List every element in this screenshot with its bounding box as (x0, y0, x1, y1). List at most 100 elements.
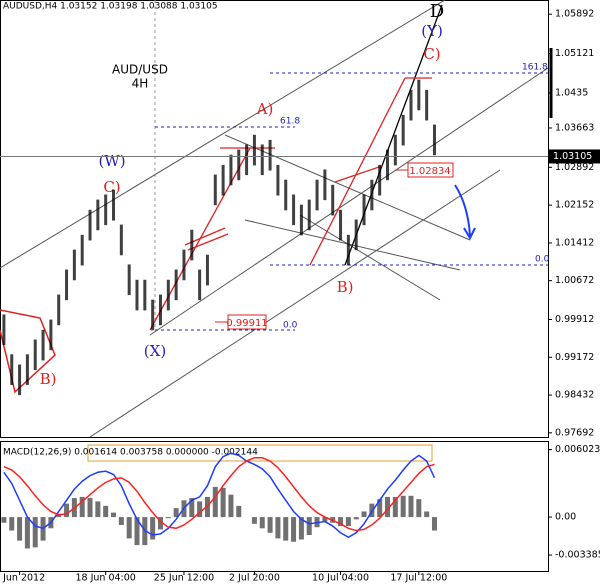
y-tick-label: 1.03663 (555, 122, 594, 133)
macd-bar (400, 495, 406, 518)
y-tick-label: 0.99172 (555, 352, 594, 363)
wave-line (309, 77, 406, 266)
y-tick-label: 1.00672 (555, 275, 594, 286)
price-bar (10, 354, 14, 385)
macd-bar (111, 512, 117, 518)
price-bar (190, 229, 194, 261)
macd-bar (24, 517, 30, 549)
price-bar (49, 319, 53, 351)
price-bar (425, 89, 429, 121)
price-bar (393, 134, 397, 166)
x-tick-label: 25 Jun 12:00 (154, 573, 214, 584)
header-box (87, 444, 433, 462)
macd-bar (220, 487, 226, 518)
price-bar (315, 179, 319, 211)
price-bar (18, 364, 22, 396)
macd-bar (385, 496, 391, 518)
macd-bar (306, 517, 312, 536)
macd-bar (150, 517, 156, 540)
wave-label: (Y) (421, 22, 443, 40)
y-tick-label: -0.003385 (555, 550, 600, 561)
price-bar (401, 114, 405, 146)
macd-bar (95, 501, 101, 518)
macd-title: MACD(12,26,9) 0.001614 0.003758 0.000000… (3, 448, 258, 458)
macd-bar (267, 517, 273, 533)
price-bar (174, 269, 178, 301)
macd-bar (17, 517, 23, 541)
label-box (407, 162, 454, 178)
macd-bar (431, 517, 437, 531)
price-bar (432, 124, 436, 156)
wave-label: (X) (144, 342, 166, 360)
macd-bar (157, 517, 163, 530)
macd-bar (283, 517, 289, 541)
price-bar (182, 249, 186, 281)
price-bar (346, 234, 350, 266)
macd-bar (1, 517, 7, 523)
price-bar (88, 209, 92, 241)
price-bar (331, 184, 335, 216)
trendline (89, 169, 501, 438)
price-bar (151, 299, 155, 331)
fib-label: 61.8 (280, 117, 300, 127)
price-bar (143, 279, 147, 311)
price-bar (323, 169, 327, 201)
timeframe-label: 4H (132, 77, 149, 91)
macd-bar (103, 505, 109, 518)
y-tick-label: 1.05892 (555, 9, 594, 20)
wave-label: B) (337, 278, 354, 296)
macd-bar (392, 496, 398, 518)
wave-label: B) (40, 370, 57, 388)
trendline (149, 67, 549, 336)
wave-label: C) (423, 45, 440, 63)
price-bar (104, 194, 108, 226)
macd-bar (165, 517, 171, 519)
macd-bar (408, 495, 414, 518)
macd-bar (118, 517, 124, 525)
macd-frame (0, 441, 549, 572)
macd-bar (189, 498, 195, 518)
macd-bar (212, 486, 218, 518)
y-tick-label: 1.02892 (555, 162, 594, 173)
price-bar (96, 199, 100, 231)
price-bar (221, 164, 225, 196)
trendline (344, 4, 443, 266)
price-bar (198, 269, 202, 301)
y-tick-label: 1.02152 (555, 200, 594, 211)
price-bar (245, 144, 249, 176)
wave-label: (W) (98, 152, 125, 170)
y-tick-label: 0.98432 (555, 390, 594, 401)
price-bar (166, 279, 170, 311)
y-tick-label: 0.97692 (555, 427, 594, 438)
macd-bar (87, 498, 93, 518)
x-tick-label: 2 Jul 20:00 (229, 573, 280, 584)
pair-label: AUD/USD (112, 63, 168, 77)
macd-bar (353, 517, 359, 520)
arrow (454, 184, 471, 237)
fib-label: 0.0 (535, 255, 550, 265)
price-bar (213, 174, 217, 206)
price-bar (386, 149, 390, 181)
price-bar (2, 314, 6, 346)
arrow-head (463, 227, 476, 241)
price-bar (370, 179, 374, 211)
last-price-label: 1.03105 (553, 151, 592, 162)
trendline (0, 0, 446, 269)
price-bar (80, 234, 84, 266)
price-bar (119, 224, 123, 256)
macd-bar (197, 501, 203, 518)
macd-bar (173, 508, 179, 518)
price-bar (354, 219, 358, 251)
y-tick-label: 0.006023 (555, 444, 600, 455)
last-price-box (549, 149, 600, 164)
macd-bar (424, 511, 430, 518)
y-tick-label: 1.01412 (555, 237, 594, 248)
macd-bar (275, 517, 281, 539)
price-label: 0.99911 (226, 318, 267, 329)
macd-bar (79, 496, 85, 518)
wave-line (334, 165, 383, 183)
price-bar (41, 329, 45, 361)
price-bar (299, 204, 303, 236)
fib-label: 0.0 (283, 321, 298, 331)
macd-line (3, 456, 435, 532)
